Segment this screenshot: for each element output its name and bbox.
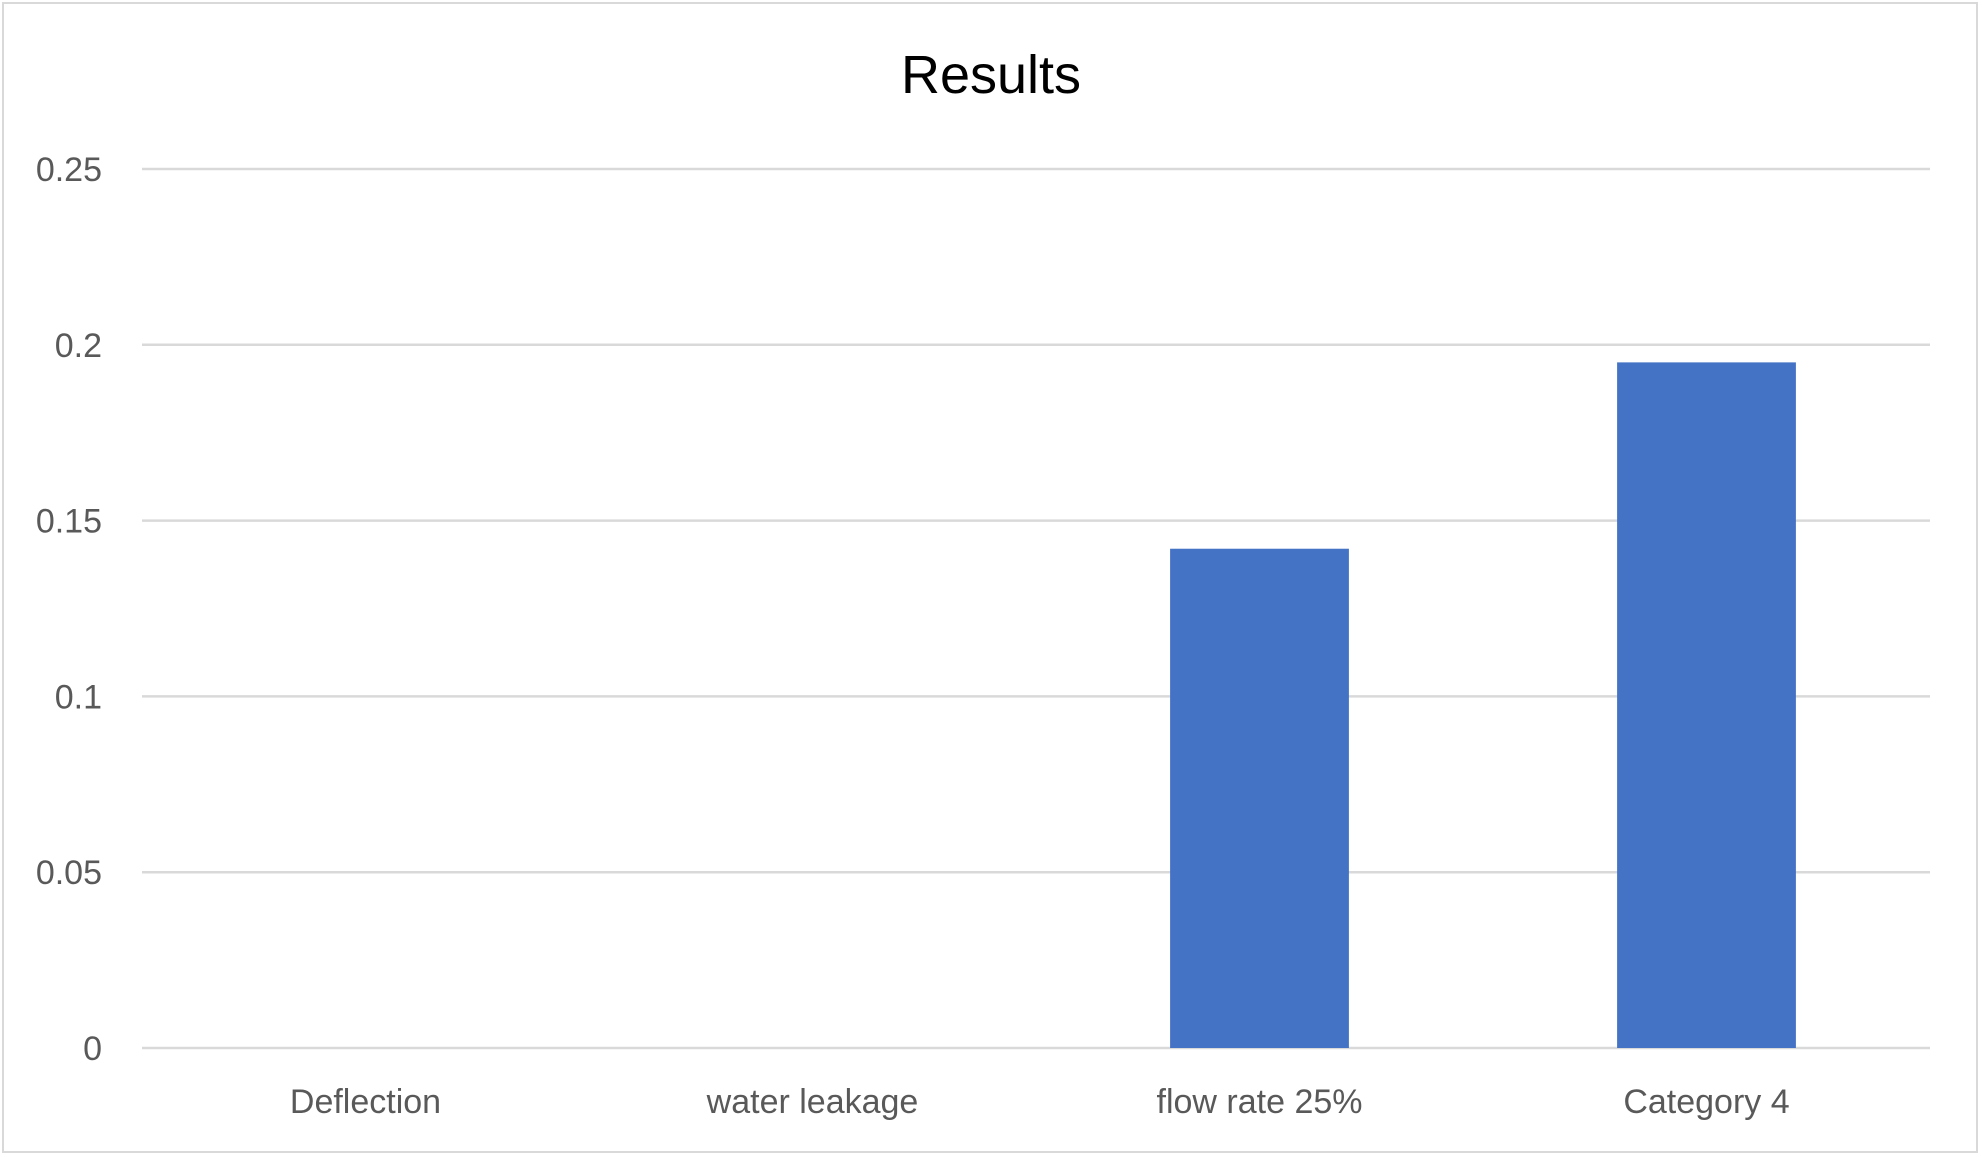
x-tick-label: water leakage xyxy=(706,1083,919,1121)
y-tick-label: 0.2 xyxy=(55,327,102,365)
bar xyxy=(1617,362,1796,1048)
bar xyxy=(1170,548,1349,1048)
x-tick-label: Category 4 xyxy=(1623,1083,1789,1121)
x-tick-label: flow rate 25% xyxy=(1157,1083,1363,1121)
y-tick-label: 0.25 xyxy=(36,151,102,189)
y-tick-label: 0.05 xyxy=(36,854,102,892)
chart-title: Results xyxy=(900,45,1082,105)
y-axis-tick-labels: 0 0.05 0.1 0.15 0.2 0.25 xyxy=(36,151,102,1068)
x-axis-tick-labels: Deflection water leakage flow rate 25% Cate… xyxy=(290,1083,1790,1121)
x-tick-label: Deflection xyxy=(290,1083,441,1121)
y-tick-label: 0.15 xyxy=(36,503,102,541)
bars xyxy=(1170,362,1796,1048)
y-tick-label: 0 xyxy=(83,1030,102,1068)
y-tick-label: 0.1 xyxy=(55,678,102,716)
